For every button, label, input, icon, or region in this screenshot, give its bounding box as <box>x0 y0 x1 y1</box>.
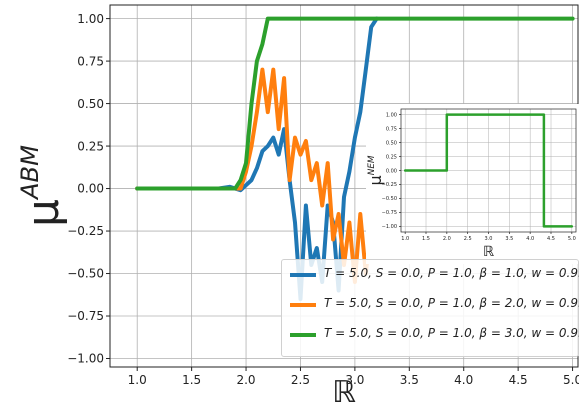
inset-series-line-1 <box>403 113 574 228</box>
inset-ytick-label-3: −0.25 <box>382 182 397 188</box>
inset-x-axis-label: ℝ <box>483 244 495 260</box>
inset-xtick-label-7: 4.5 <box>547 236 555 242</box>
main-xtick-label-6: 4.0 <box>454 373 473 387</box>
inset-ytick-label-7: 0.75 <box>386 126 397 132</box>
inset-ytick-label-8: 1.00 <box>386 112 397 118</box>
main-xtick-label-1: 1.5 <box>182 373 201 387</box>
legend-swatch-1 <box>290 273 316 277</box>
main-ytick-label-4: 0.00 <box>77 182 104 196</box>
main-xtick-label-7: 4.5 <box>509 373 528 387</box>
legend-label-1: T = 5.0, S = 0.0, P = 1.0, β = 1.0, w = … <box>324 266 579 280</box>
inset-xtick-label-1: 1.5 <box>422 236 430 242</box>
main-x-axis-label: ℝ <box>332 375 356 407</box>
main-ytick-label-3: −0.25 <box>67 224 104 238</box>
main-ytick-label-8: 1.00 <box>77 12 104 26</box>
inset-xtick-label-5: 3.5 <box>505 236 513 242</box>
inset-ytick-label-0: −1.00 <box>382 224 397 230</box>
legend-entry-2: T = 5.0, S = 0.0, P = 1.0, β = 2.0, w = … <box>290 294 579 316</box>
legend-swatch-3 <box>290 333 316 337</box>
inset-ytick-label-5: 0.25 <box>386 154 397 160</box>
main-xtick-label-2: 2.0 <box>236 373 255 387</box>
main-series-line-2 <box>135 67 379 284</box>
main-series-line-3 <box>135 16 575 191</box>
legend: T = 5.0, S = 0.0, P = 1.0, β = 1.0, w = … <box>281 259 579 357</box>
inset-axes: 1.0 1.5 2.0 2.5 3.0 3.5 4.0 4.5 5.0 −1.00 −0.75 −0.… <box>366 108 577 260</box>
main-ytick-label-0: −1.00 <box>67 352 104 366</box>
main-xtick-label-8: 5.0 <box>563 373 579 387</box>
inset-xtick-label-0: 1.0 <box>401 236 409 242</box>
main-ytick-label-5: 0.25 <box>77 139 104 153</box>
main-ytick-label-2: −0.50 <box>67 267 104 281</box>
inset-xtick-label-8: 5.0 <box>568 236 576 242</box>
legend-entry-1: T = 5.0, S = 0.0, P = 1.0, β = 1.0, w = … <box>290 264 579 286</box>
main-ytick-label-1: −0.75 <box>67 309 104 323</box>
main-ytick-label-7: 0.75 <box>77 54 104 68</box>
legend-entry-3: T = 5.0, S = 0.0, P = 1.0, β = 3.0, w = … <box>290 324 579 346</box>
main-xtick-label-0: 1.0 <box>128 373 147 387</box>
inset-xtick-label-2: 2.0 <box>443 236 451 242</box>
inset-ytick-label-4: 0.00 <box>386 168 397 174</box>
main-y-axis-label: μABM <box>16 145 69 227</box>
inset-series <box>403 113 574 228</box>
legend-label-2: T = 5.0, S = 0.0, P = 1.0, β = 2.0, w = … <box>324 296 579 310</box>
inset-ytick-label-1: −0.75 <box>382 210 397 216</box>
inset-ytick-label-6: 0.50 <box>386 140 397 146</box>
inset-xtick-label-4: 3.0 <box>485 236 493 242</box>
legend-swatch-2 <box>290 303 316 307</box>
inset-ytick-label-2: −0.50 <box>382 196 397 202</box>
main-ytick-label-6: 0.50 <box>77 97 104 111</box>
inset-xtick-label-3: 2.5 <box>464 236 472 242</box>
main-xtick-label-3: 2.5 <box>291 373 310 387</box>
main-xtick-label-5: 3.5 <box>400 373 419 387</box>
inset-y-axis-label: μNEM <box>366 155 385 185</box>
inset-xtick-label-6: 4.0 <box>526 236 534 242</box>
main-xtick-label-4: 3.0 <box>345 373 364 387</box>
legend-label-3: T = 5.0, S = 0.0, P = 1.0, β = 3.0, w = … <box>324 326 579 340</box>
